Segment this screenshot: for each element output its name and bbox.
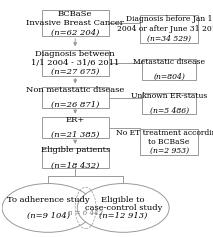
Ellipse shape: [77, 183, 169, 232]
Text: (n=5 486): (n=5 486): [150, 107, 189, 115]
Bar: [140, 15, 198, 43]
Bar: [42, 10, 109, 36]
Text: (n=26 871): (n=26 871): [51, 101, 99, 109]
Text: 1/1 2004 - 31/6 2011: 1/1 2004 - 31/6 2011: [31, 59, 119, 67]
Text: n = 6 442: n = 6 442: [68, 209, 103, 217]
Ellipse shape: [2, 183, 94, 232]
Bar: [42, 87, 109, 108]
Text: No ET treatment according: No ET treatment according: [117, 128, 213, 137]
Text: (n=12 913): (n=12 913): [99, 212, 147, 220]
Text: case-control study: case-control study: [85, 204, 162, 212]
Text: (n=18 432): (n=18 432): [51, 161, 99, 169]
Text: (n=21 385): (n=21 385): [51, 131, 99, 139]
Text: Non metastatic disease: Non metastatic disease: [26, 86, 124, 94]
Text: (n=804): (n=804): [153, 73, 185, 81]
Bar: [140, 129, 198, 155]
Text: Unknown ER-status: Unknown ER-status: [131, 92, 207, 100]
Text: Metastatic disease: Metastatic disease: [133, 58, 205, 66]
Bar: [142, 59, 196, 80]
Text: Diagnosis between: Diagnosis between: [35, 50, 115, 58]
Text: Eligible patients: Eligible patients: [40, 146, 110, 155]
Text: (n=9 104): (n=9 104): [27, 212, 70, 220]
Text: To adherence study: To adherence study: [7, 196, 89, 204]
Text: Eligible to: Eligible to: [101, 196, 145, 204]
Bar: [42, 117, 109, 138]
Bar: [42, 147, 109, 169]
Text: (n=62 204): (n=62 204): [51, 28, 99, 36]
Text: (n=27 675): (n=27 675): [51, 68, 99, 76]
Text: to BCBaSe: to BCBaSe: [148, 138, 190, 146]
Text: Diagnosis before Jan 1: Diagnosis before Jan 1: [126, 15, 212, 23]
Bar: [142, 93, 196, 114]
Text: 2004 or after June 31 2011: 2004 or after June 31 2011: [117, 25, 213, 33]
Text: (n=2 953): (n=2 953): [150, 147, 189, 155]
Text: ER+: ER+: [66, 116, 85, 124]
Text: (n=34 529): (n=34 529): [147, 35, 191, 43]
Text: BCBaSe: BCBaSe: [58, 10, 92, 18]
Bar: [42, 50, 109, 76]
Text: Invasive Breast Cancer: Invasive Breast Cancer: [26, 19, 124, 27]
